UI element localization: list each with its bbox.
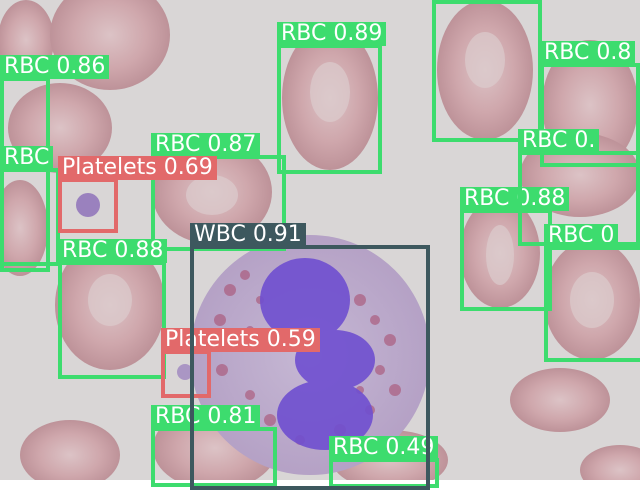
rbc-detection-box: RBC 0.88 xyxy=(58,239,168,379)
rbc-detection-box: RBC 0.87 xyxy=(432,0,542,142)
rbc-detection-box: RBC 0.88 xyxy=(460,187,570,311)
rbc-detection-label: RBC 0.87 xyxy=(151,133,261,157)
rbc-detection-box: RBC 0.87 xyxy=(151,133,286,251)
rbc-detection-label: RBC 0.81 xyxy=(151,405,261,429)
rbc-detection-box: RBC 0. xyxy=(518,129,640,246)
rbc-detection-label: RBC 0. xyxy=(518,129,600,153)
rbc-detection-label: RBC 0.87 xyxy=(432,0,542,2)
microscope-image xyxy=(0,0,640,480)
rbc-detection-box: RBC 0.81 xyxy=(151,405,277,487)
rbc-detection-box: RBC 0.89 xyxy=(277,22,387,174)
rbc-detection-label: RBC 0.88 xyxy=(460,187,570,211)
platelets-detection-box: Platelets 0.69 xyxy=(58,156,217,233)
rbc-detection-label: RBC xyxy=(0,146,54,170)
rbc-detection-box: RBC 0.8 xyxy=(540,41,640,167)
platelets-detection-box: Platelets 0.59 xyxy=(161,328,320,398)
rbc-detection-label: RBC 0.8 xyxy=(540,41,636,65)
rbc-detection-label: RBC 0.88 xyxy=(58,239,168,263)
platelets-detection-label: Platelets 0.69 xyxy=(58,156,217,180)
wbc-detection-box: WBC 0.91 xyxy=(190,223,430,490)
wbc-detection-label: WBC 0.91 xyxy=(190,223,306,247)
rbc-detection-label: RBC 0.89 xyxy=(277,22,387,46)
rbc-detection-label: RBC 0.86 xyxy=(0,55,110,79)
blood-smear-photo xyxy=(0,0,640,480)
rbc-detection-box: RBC 0 xyxy=(544,224,640,362)
platelets-detection-label: Platelets 0.59 xyxy=(161,328,320,352)
rbc-detection-label: RBC 0.49 xyxy=(329,436,439,460)
rbc-detection-box: RBC xyxy=(0,146,60,266)
